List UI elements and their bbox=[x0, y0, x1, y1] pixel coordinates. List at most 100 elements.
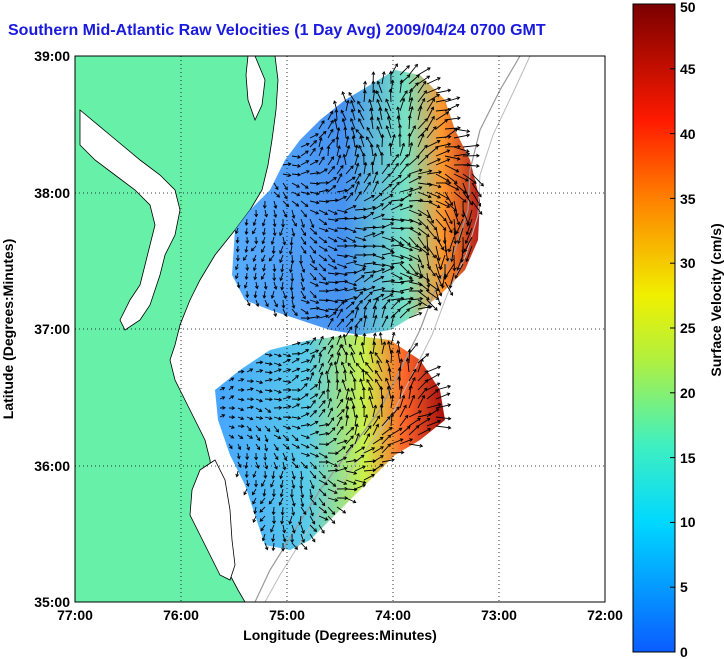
velocity-arrow-head bbox=[376, 116, 381, 121]
velocity-arrow-head bbox=[287, 415, 292, 420]
velocity-arrow-head bbox=[263, 475, 268, 479]
velocity-arrow-head bbox=[316, 181, 320, 186]
velocity-arrow bbox=[358, 118, 365, 130]
velocity-arrow-head bbox=[371, 447, 376, 451]
velocity-arrow bbox=[372, 446, 384, 454]
velocity-arrow-head bbox=[380, 446, 384, 450]
velocity-arrow-head bbox=[264, 213, 268, 218]
velocity-arrow-head bbox=[407, 242, 411, 246]
velocity-arrow-head bbox=[314, 160, 319, 164]
velocity-arrow-head bbox=[329, 128, 334, 133]
velocity-arrow bbox=[300, 359, 310, 364]
velocity-arrow bbox=[237, 398, 244, 401]
velocity-arrow-head bbox=[343, 369, 347, 374]
velocity-arrow-head bbox=[408, 193, 412, 198]
velocity-arrow bbox=[408, 142, 413, 157]
velocity-arrow-head bbox=[427, 194, 432, 199]
velocity-arrow bbox=[381, 263, 395, 268]
velocity-arrow-head bbox=[358, 144, 362, 149]
velocity-arrow bbox=[282, 353, 291, 357]
colorbar-tick-label: 40 bbox=[680, 126, 696, 142]
velocity-arrow bbox=[390, 297, 404, 301]
velocity-arrow-head bbox=[347, 362, 352, 367]
velocity-arrow-head bbox=[437, 184, 442, 189]
velocity-arrow bbox=[264, 362, 272, 365]
velocity-arrow bbox=[363, 315, 367, 328]
lon-tick-label: 76:00 bbox=[163, 607, 199, 623]
velocity-arrow-head bbox=[291, 475, 296, 480]
velocity-arrow-head bbox=[297, 164, 302, 168]
velocity-arrow-head bbox=[343, 456, 347, 461]
velocity-arrow-head bbox=[359, 291, 364, 295]
velocity-arrow bbox=[237, 434, 243, 439]
velocity-arrow-head bbox=[417, 231, 422, 236]
velocity-arrow bbox=[309, 160, 319, 166]
velocity-arrow-head bbox=[246, 302, 251, 307]
velocity-arrow-head bbox=[290, 296, 295, 301]
velocity-arrow bbox=[327, 166, 335, 175]
velocity-arrow bbox=[453, 134, 470, 139]
velocity-arrow bbox=[444, 191, 453, 206]
velocity-arrow-head bbox=[437, 275, 442, 280]
velocity-arrow bbox=[435, 385, 451, 391]
velocity-arrow bbox=[291, 403, 300, 409]
velocity-arrow bbox=[390, 413, 393, 427]
velocity-arrow bbox=[243, 254, 248, 261]
velocity-arrow bbox=[354, 465, 366, 472]
velocity-arrow bbox=[435, 111, 449, 121]
velocity-arrow bbox=[355, 129, 365, 139]
velocity-arrow bbox=[354, 236, 366, 241]
velocity-arrow bbox=[236, 236, 239, 243]
velocity-arrow bbox=[282, 209, 287, 218]
velocity-arrow-head bbox=[281, 224, 285, 228]
velocity-arrow bbox=[261, 479, 266, 487]
velocity-arrow-head bbox=[361, 386, 366, 391]
velocity-arrow-head bbox=[289, 242, 294, 247]
velocity-arrow-head bbox=[269, 388, 273, 393]
velocity-arrow bbox=[235, 272, 239, 279]
velocity-arrow bbox=[309, 365, 317, 373]
velocity-arrow bbox=[435, 245, 440, 261]
velocity-arrow-head bbox=[277, 389, 282, 394]
velocity-arrow-head bbox=[387, 367, 392, 372]
velocity-arrow-head bbox=[430, 219, 434, 224]
velocity-arrow-head bbox=[334, 307, 339, 312]
velocity-arrow-head bbox=[446, 392, 451, 397]
velocity-arrow-head bbox=[314, 393, 319, 398]
velocity-arrow bbox=[300, 245, 307, 254]
velocity-arrow bbox=[309, 384, 318, 391]
velocity-arrow bbox=[318, 131, 327, 139]
velocity-arrow bbox=[282, 506, 284, 515]
velocity-arrow-head bbox=[268, 361, 273, 366]
velocity-arrow bbox=[399, 395, 405, 409]
velocity-arrow bbox=[426, 389, 439, 400]
velocity-arrow bbox=[390, 290, 404, 293]
velocity-arrow-head bbox=[469, 201, 474, 206]
velocity-arrow bbox=[252, 497, 257, 505]
velocity-arrow-head bbox=[440, 285, 445, 289]
velocity-arrow bbox=[255, 281, 258, 289]
velocity-arrow-head bbox=[318, 352, 323, 357]
velocity-arrow-head bbox=[340, 109, 345, 114]
velocity-arrow-head bbox=[348, 91, 352, 96]
velocity-arrow-head bbox=[388, 70, 393, 75]
velocity-arrow-head bbox=[269, 370, 273, 375]
velocity-arrow bbox=[345, 479, 357, 485]
velocity-arrow-head bbox=[321, 156, 325, 160]
velocity-arrow-head bbox=[314, 384, 319, 388]
velocity-arrow-head bbox=[312, 276, 317, 281]
velocity-arrow bbox=[390, 438, 403, 445]
velocity-arrow-head bbox=[385, 377, 389, 382]
velocity-arrow bbox=[408, 64, 418, 76]
velocity-arrow bbox=[300, 191, 310, 195]
velocity-arrow-head bbox=[364, 413, 369, 418]
velocity-arrow-head bbox=[432, 272, 436, 277]
velocity-arrow-head bbox=[254, 483, 258, 488]
velocity-arrow-head bbox=[321, 408, 326, 413]
velocity-arrow-head bbox=[324, 454, 328, 459]
velocity-arrow bbox=[471, 182, 482, 197]
velocity-arrow-head bbox=[324, 481, 329, 486]
velocity-arrow bbox=[385, 99, 392, 112]
velocity-arrow bbox=[372, 415, 380, 427]
velocity-arrow bbox=[354, 268, 366, 274]
